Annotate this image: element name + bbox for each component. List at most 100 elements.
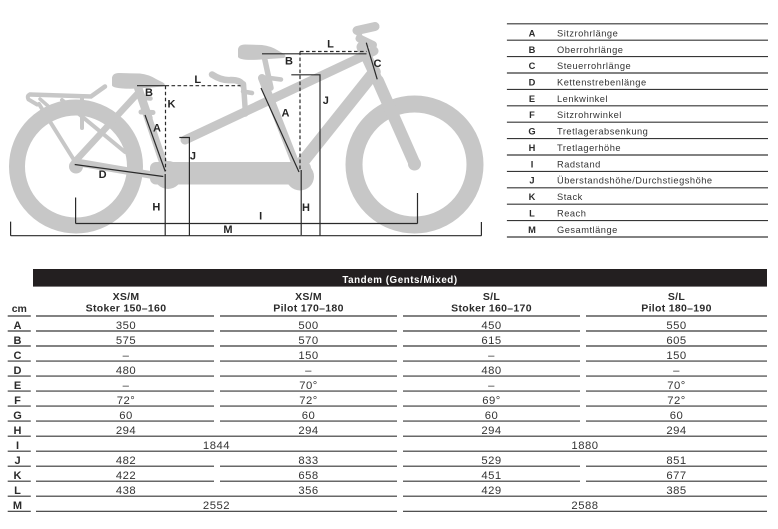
svg-text:Tretlagerhöhe: Tretlagerhöhe [557,143,621,153]
svg-text:B: B [145,87,153,99]
svg-text:D: D [529,78,536,88]
svg-text:Tretlagerabsenkung: Tretlagerabsenkung [557,127,648,137]
svg-text:L: L [327,39,334,51]
svg-text:529: 529 [481,455,501,467]
svg-text:–: – [123,380,130,392]
svg-text:C: C [529,61,536,71]
svg-text:500: 500 [298,320,318,332]
svg-text:1844: 1844 [203,440,230,452]
svg-text:A: A [14,320,22,332]
svg-text:2588: 2588 [571,500,598,512]
svg-text:Gesamtlänge: Gesamtlänge [557,225,618,235]
svg-text:Radstand: Radstand [557,159,601,169]
svg-text:–: – [673,365,680,377]
svg-text:I: I [531,159,534,169]
svg-text:356: 356 [298,485,318,497]
svg-text:Tandem (Gents/Mixed): Tandem (Gents/Mixed) [342,275,457,286]
svg-text:J: J [323,95,329,107]
svg-text:60: 60 [119,410,133,422]
svg-text:60: 60 [670,410,684,422]
svg-text:575: 575 [116,335,136,347]
svg-text:Stoker 150–160: Stoker 150–160 [86,302,167,314]
svg-text:M: M [528,225,536,235]
svg-text:480: 480 [481,365,501,377]
svg-text:cm: cm [12,303,27,315]
svg-text:S/L: S/L [483,291,501,303]
svg-text:G: G [13,410,22,422]
svg-text:I: I [16,440,19,452]
svg-text:69°: 69° [482,395,501,407]
svg-text:385: 385 [666,485,686,497]
svg-text:Sitzrohrwinkel: Sitzrohrwinkel [557,110,622,120]
svg-text:60: 60 [485,410,499,422]
svg-text:Kettenstrebenlänge: Kettenstrebenlänge [557,78,647,88]
svg-text:72°: 72° [117,395,136,407]
svg-text:E: E [14,380,21,392]
svg-text:L: L [529,209,535,219]
svg-text:2552: 2552 [203,500,230,512]
svg-text:294: 294 [298,425,318,437]
svg-text:H: H [529,143,536,153]
svg-text:Pilot 170–180: Pilot 170–180 [273,302,343,314]
svg-text:150: 150 [666,350,686,362]
svg-text:H: H [302,202,310,214]
svg-text:294: 294 [481,425,501,437]
svg-text:429: 429 [481,485,501,497]
svg-text:J: J [529,176,534,186]
svg-text:482: 482 [116,455,136,467]
svg-text:A: A [282,108,290,120]
svg-text:–: – [488,350,495,362]
svg-text:G: G [528,127,535,137]
svg-text:294: 294 [116,425,136,437]
svg-text:B: B [285,56,293,68]
svg-text:K: K [168,99,176,111]
svg-text:Sitzrohrlänge: Sitzrohrlänge [557,28,618,38]
svg-text:615: 615 [481,335,501,347]
svg-text:150: 150 [298,350,318,362]
svg-text:422: 422 [116,470,136,482]
svg-text:F: F [529,110,535,120]
svg-text:350: 350 [116,320,136,332]
svg-text:72°: 72° [299,395,318,407]
svg-text:60: 60 [302,410,316,422]
svg-text:1880: 1880 [571,440,598,452]
svg-text:D: D [14,365,22,377]
svg-text:K: K [14,470,22,482]
svg-text:C: C [14,350,22,362]
svg-text:M: M [13,500,22,512]
svg-text:B: B [14,335,22,347]
svg-text:L: L [14,485,21,497]
svg-text:Oberrohrlänge: Oberrohrlänge [557,45,623,55]
svg-text:L: L [194,74,201,86]
svg-text:658: 658 [298,470,318,482]
svg-text:Reach: Reach [557,209,586,219]
svg-text:XS/M: XS/M [113,291,140,303]
svg-text:451: 451 [481,470,501,482]
svg-text:550: 550 [666,320,686,332]
svg-text:F: F [14,395,21,407]
svg-text:H: H [152,202,160,214]
svg-text:S/L: S/L [668,291,686,303]
svg-text:K: K [529,192,536,202]
svg-text:–: – [305,365,312,377]
svg-text:480: 480 [116,365,136,377]
svg-text:H: H [14,425,22,437]
svg-text:450: 450 [481,320,501,332]
svg-text:Steuerrohrlänge: Steuerrohrlänge [557,61,631,71]
svg-text:–: – [123,350,130,362]
svg-text:–: – [488,380,495,392]
svg-text:294: 294 [666,425,686,437]
svg-text:677: 677 [666,470,686,482]
svg-text:I: I [259,210,262,222]
svg-text:C: C [374,58,382,70]
svg-text:Überstandshöhe/Durchstiegshöhe: Überstandshöhe/Durchstiegshöhe [557,176,713,186]
svg-text:J: J [190,151,196,163]
svg-text:851: 851 [666,455,686,467]
svg-text:72°: 72° [667,395,686,407]
svg-text:70°: 70° [667,380,686,392]
svg-text:A: A [529,28,536,38]
svg-text:605: 605 [666,335,686,347]
svg-text:570: 570 [298,335,318,347]
svg-text:XS/M: XS/M [295,291,322,303]
svg-text:Stoker 160–170: Stoker 160–170 [451,302,532,314]
